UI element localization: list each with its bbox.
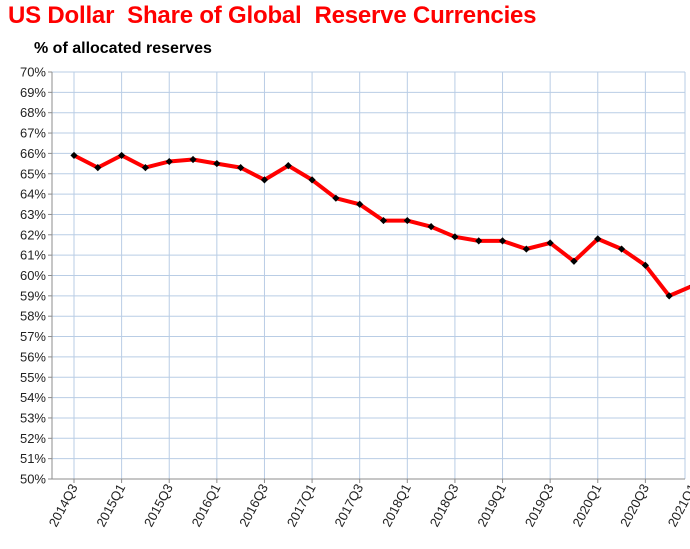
x-tick-label: 2021Q1: [665, 481, 690, 529]
y-tick-label: 61%: [20, 248, 46, 263]
x-tick-label: 2017Q3: [331, 481, 366, 529]
data-point: [165, 157, 173, 166]
data-point: [70, 151, 78, 160]
y-tick-label: 58%: [20, 309, 46, 324]
data-point: [498, 237, 507, 245]
data-point: [475, 237, 483, 245]
data-point: [308, 176, 316, 184]
y-tick-label: 60%: [20, 268, 46, 283]
y-tick-label: 65%: [20, 166, 46, 181]
y-tick-label: 53%: [20, 410, 46, 425]
chart-title: US Dollar Share of Global Reserve Curren…: [8, 2, 537, 29]
y-tick-label: 64%: [20, 187, 46, 202]
data-point: [665, 292, 673, 300]
y-tick-label: 50%: [20, 472, 46, 487]
data-point: [284, 162, 292, 170]
y-tick-labels: 50% 51% 52% 53% 54% 55% 56% 57% 58% 59% 60% 61% 62% 6…: [20, 65, 46, 487]
y-tick-label: 51%: [20, 451, 46, 466]
y-tick-label: 70%: [20, 65, 46, 80]
y-tick-label: 54%: [20, 390, 46, 405]
data-point: [522, 245, 530, 253]
data-point: [332, 194, 340, 202]
y-tick-label: 66%: [20, 146, 46, 161]
y-tick-label: 59%: [20, 288, 46, 303]
x-tick-label: 2015Q3: [141, 481, 176, 529]
x-tick-label: 2016Q1: [189, 481, 224, 529]
data-point: [141, 164, 150, 172]
axes: [48, 71, 685, 483]
data-point: [403, 216, 411, 225]
data-point: [118, 151, 126, 160]
y-tick-label: 56%: [20, 349, 46, 364]
data-point: [427, 223, 435, 231]
x-tick-label: 2020Q3: [617, 481, 652, 529]
data-point: [94, 164, 102, 172]
x-tick-labels: 2014Q3 2015Q1 2015Q3 2016Q1 2016Q3 2017Q1 2017…: [46, 481, 690, 529]
y-tick-label: 62%: [20, 227, 46, 242]
y-tick-label: 52%: [20, 431, 46, 446]
data-point: [356, 200, 364, 208]
y-tick-label: 68%: [20, 105, 46, 120]
y-tick-label: 63%: [20, 207, 46, 222]
data-point: [213, 159, 221, 168]
gridlines: [52, 71, 686, 480]
data-point: [260, 176, 269, 184]
x-tick-label: 2015Q1: [93, 481, 128, 529]
chart-subtitle: % of allocated reserves: [34, 40, 212, 57]
y-tick-label: 55%: [20, 370, 46, 385]
data-point: [570, 257, 578, 265]
x-tick-label: 2019Q3: [522, 481, 557, 529]
y-tick-label: 69%: [20, 85, 46, 100]
data-point: [237, 164, 245, 172]
y-tick-label: 57%: [20, 329, 46, 344]
x-tick-label: 2014Q3: [46, 481, 81, 529]
data-point: [641, 261, 649, 269]
x-tick-label: 2020Q1: [569, 481, 604, 529]
series-usd-share: [70, 151, 690, 300]
data-point: [451, 233, 459, 241]
data-point: [379, 216, 388, 225]
data-point: [617, 245, 626, 253]
x-tick-label: 2018Q1: [379, 481, 414, 529]
data-point: [546, 239, 554, 247]
x-tick-label: 2017Q1: [284, 481, 319, 529]
y-tick-label: 67%: [20, 126, 46, 141]
data-point: [594, 235, 602, 243]
x-tick-label: 2018Q3: [427, 481, 462, 529]
x-tick-label: 2019Q1: [474, 481, 509, 529]
x-tick-label: 2016Q3: [236, 481, 271, 529]
data-point: [189, 155, 197, 164]
